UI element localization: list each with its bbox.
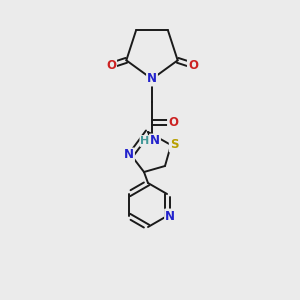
Text: N: N <box>165 209 175 223</box>
Text: N: N <box>124 148 134 161</box>
Text: H: H <box>140 136 150 146</box>
Text: S: S <box>170 139 178 152</box>
Text: O: O <box>188 59 198 72</box>
Text: N: N <box>150 134 160 148</box>
Text: O: O <box>168 116 178 128</box>
Text: N: N <box>147 73 157 85</box>
Text: O: O <box>106 59 116 72</box>
